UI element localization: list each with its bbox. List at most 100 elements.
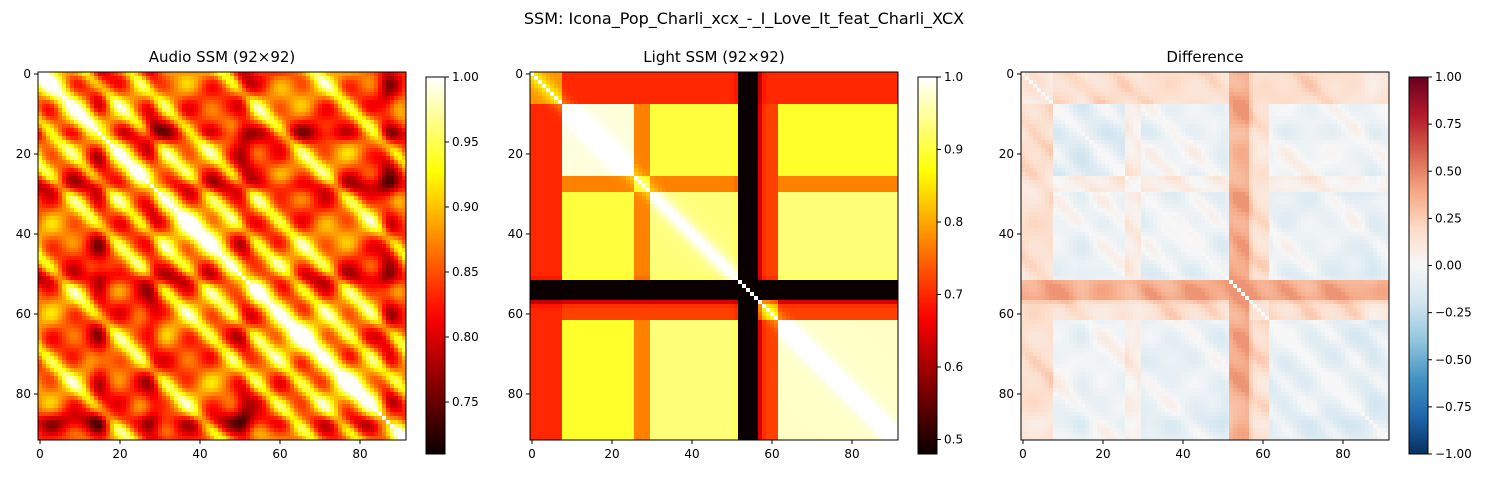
heatmap-cell <box>306 220 311 225</box>
heatmap-cell <box>190 120 195 125</box>
heatmap-cell <box>366 92 371 97</box>
heatmap-cell <box>86 84 91 89</box>
heatmap-cell <box>98 252 103 257</box>
heatmap-cell <box>202 232 207 237</box>
heatmap-cell <box>346 148 351 153</box>
heatmap-cell <box>282 188 287 193</box>
heatmap-cell <box>214 72 219 77</box>
heatmap-cell <box>286 124 291 129</box>
heatmap-cell <box>90 260 95 265</box>
heatmap-cell <box>86 164 91 169</box>
heatmap-cell <box>142 144 147 149</box>
heatmap-cell <box>270 92 275 97</box>
heatmap-cell <box>50 200 55 205</box>
heatmap-cell <box>234 84 239 89</box>
heatmap-cell <box>190 132 195 137</box>
heatmap-cell <box>90 216 95 221</box>
heatmap-cell <box>218 188 223 193</box>
heatmap-cell <box>386 184 391 189</box>
heatmap-cell <box>166 212 171 217</box>
heatmap-cell <box>142 288 147 293</box>
heatmap-cell <box>238 128 243 133</box>
heatmap-cell <box>286 84 291 89</box>
heatmap-cell <box>266 76 271 81</box>
heatmap-cell <box>342 124 347 129</box>
heatmap-cell <box>310 108 315 113</box>
heatmap-cell <box>326 280 331 285</box>
heatmap-cell <box>310 112 315 117</box>
heatmap-cell <box>222 168 227 173</box>
heatmap-cell <box>162 120 167 125</box>
heatmap-cell <box>294 204 299 209</box>
heatmap-cell <box>46 144 51 149</box>
heatmap-cell <box>134 212 139 217</box>
heatmap-cell <box>326 120 331 125</box>
heatmap-cell <box>386 156 391 161</box>
heatmap-cell <box>314 284 319 289</box>
heatmap-cell <box>150 100 155 105</box>
heatmap-cell <box>50 256 55 261</box>
heatmap-cell <box>134 224 139 229</box>
heatmap-cell <box>230 268 235 273</box>
heatmap-cell <box>250 108 255 113</box>
heatmap-cell <box>314 80 319 85</box>
heatmap-cell <box>134 248 139 253</box>
heatmap-cell <box>102 196 107 201</box>
heatmap-cell <box>258 216 263 221</box>
heatmap-cell <box>326 188 331 193</box>
heatmap-cell <box>346 248 351 253</box>
heatmap-cell <box>238 100 243 105</box>
heatmap-cell <box>326 212 331 217</box>
heatmap-cell <box>358 232 363 237</box>
heatmap-cell <box>274 136 279 141</box>
heatmap-cell <box>162 108 167 113</box>
heatmap-cell <box>42 208 47 213</box>
heatmap-cell <box>338 196 343 201</box>
heatmap-cell <box>366 180 371 185</box>
heatmap-cell <box>358 76 363 81</box>
heatmap-cell <box>366 204 371 209</box>
heatmap-cell <box>170 104 175 109</box>
heatmap-cell <box>366 252 371 257</box>
heatmap-cell <box>58 100 63 105</box>
heatmap-cell <box>170 140 175 145</box>
heatmap-cell <box>354 132 359 137</box>
heatmap-cell <box>98 208 103 213</box>
heatmap-cell <box>126 248 131 253</box>
heatmap-cell <box>78 84 83 89</box>
heatmap-cell <box>194 128 199 133</box>
heatmap-cell <box>90 136 95 141</box>
heatmap-cell <box>118 116 123 121</box>
heatmap-cell <box>194 156 199 161</box>
heatmap-cell <box>226 284 231 289</box>
heatmap-cell <box>130 164 135 169</box>
heatmap-cell <box>166 224 171 229</box>
heatmap-cell <box>170 240 175 245</box>
heatmap-cell <box>386 180 391 185</box>
heatmap-cell <box>382 140 387 145</box>
heatmap-cell <box>286 104 291 109</box>
heatmap-cell <box>54 280 59 285</box>
heatmap-cell <box>138 88 143 93</box>
heatmap-cell <box>302 80 307 85</box>
heatmap-cell <box>46 260 51 265</box>
heatmap-cell <box>274 108 279 113</box>
heatmap-cell <box>94 268 99 273</box>
heatmap-cell <box>70 120 75 125</box>
heatmap-cell <box>102 288 107 293</box>
heatmap-cell <box>90 80 95 85</box>
heatmap-cell <box>218 248 223 253</box>
heatmap-cell <box>150 88 155 93</box>
heatmap-cell <box>222 200 227 205</box>
heatmap-cell <box>302 92 307 97</box>
heatmap-cell <box>98 272 103 277</box>
heatmap-cell <box>262 232 267 237</box>
heatmap-cell <box>310 264 315 269</box>
heatmap-cell <box>362 136 367 141</box>
heatmap-cell <box>238 144 243 149</box>
heatmap-cell <box>58 216 63 221</box>
heatmap-cell <box>62 264 67 269</box>
heatmap-cell <box>126 176 131 181</box>
heatmap-cell <box>226 244 231 249</box>
heatmap-cell <box>314 160 319 165</box>
